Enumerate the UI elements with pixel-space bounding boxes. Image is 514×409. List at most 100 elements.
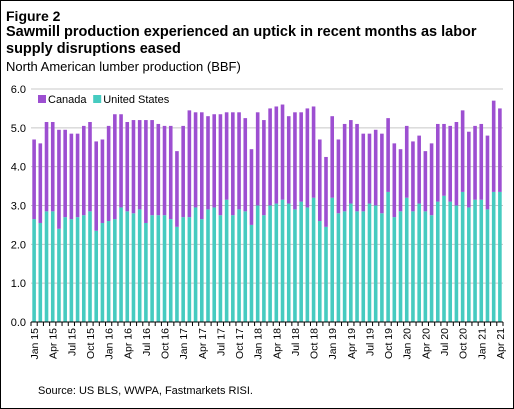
bar-canada (156, 123, 161, 216)
bar-united-states (386, 191, 390, 322)
bar-united-states (467, 207, 471, 322)
x-tick-label: Oct 20 (458, 328, 470, 359)
bar-canada (44, 122, 49, 212)
bar-united-states (32, 219, 36, 322)
bar-united-states (286, 203, 291, 322)
bar-canada (373, 129, 378, 206)
chart-subtitle: North American lumber production (BBF) (6, 59, 241, 74)
bar-canada (299, 112, 303, 202)
bar-canada (255, 112, 260, 206)
bar-united-states (255, 205, 260, 322)
legend-label-united-states: United States (103, 94, 170, 106)
figure-label: Figure 2 (6, 8, 61, 24)
bar-united-states (81, 215, 86, 322)
bar-canada (175, 151, 179, 227)
bar-canada (460, 110, 465, 192)
bar-canada (491, 100, 496, 192)
bar-canada (113, 114, 117, 220)
y-tick-label: 1.0 (11, 278, 26, 290)
x-tick-label: Apr 20 (420, 328, 432, 359)
bar-united-states (392, 217, 397, 322)
bar-canada (81, 125, 86, 216)
x-tick-label: Oct 16 (160, 328, 172, 359)
bar-united-states (69, 219, 74, 322)
bars (32, 100, 502, 322)
bar-canada (193, 112, 198, 208)
bar-united-states (75, 217, 80, 322)
bar-united-states (311, 197, 316, 322)
bar-united-states (460, 191, 465, 322)
x-tick-label: Jul 16 (141, 328, 153, 356)
bar-united-states (317, 221, 322, 322)
bar-canada (286, 116, 291, 204)
bar-united-states (237, 209, 241, 322)
chart-title: Sawmill production experienced an uptick… (6, 24, 477, 57)
bar-united-states (156, 215, 161, 322)
bar-united-states (435, 201, 440, 322)
x-tick-label: Jan 21 (476, 328, 488, 360)
x-tick-label: Apr 21 (495, 328, 507, 359)
bar-canada (342, 123, 347, 212)
legend-label-canada: Canada (48, 94, 87, 106)
bar-canada (32, 139, 36, 220)
bar-canada (199, 112, 204, 220)
bar-united-states (175, 226, 179, 322)
bar-united-states (262, 215, 266, 322)
bar-canada (50, 122, 55, 212)
bar-united-states (44, 211, 49, 322)
bar-canada (131, 120, 136, 214)
y-axis-ticks: 0.0 1.0 2.0 3.0 4.0 5.0 6.0 (11, 84, 26, 329)
y-tick-label: 6.0 (11, 84, 26, 96)
x-tick-label: Jan 18 (253, 328, 265, 360)
bar-united-states (429, 215, 434, 322)
x-tick-label: Jul 15 (66, 328, 78, 356)
bar-united-states (404, 197, 409, 322)
bar-canada (231, 112, 235, 216)
bar-canada (417, 135, 421, 204)
bar-united-states (299, 201, 303, 322)
legend-swatch-united-states (93, 95, 102, 103)
bar-canada (249, 149, 254, 225)
bar-canada (336, 139, 341, 214)
bar-united-states (293, 209, 297, 322)
bar-canada (206, 116, 210, 210)
bar-united-states (411, 211, 415, 322)
bar-canada (467, 131, 471, 208)
bar-united-states (38, 222, 43, 322)
bar-canada (448, 125, 453, 202)
y-tick-label: 4.0 (11, 162, 26, 174)
bar-canada (168, 125, 173, 220)
bar-united-states (342, 211, 347, 322)
bar-united-states (373, 205, 378, 322)
bar-canada (435, 123, 440, 202)
x-axis: Jan 15 Apr 15 Jul 15 Oct 15 Jan 16 Apr 16 Jul … (29, 321, 507, 360)
bar-united-states (473, 199, 477, 322)
bar-canada (94, 141, 99, 231)
bar-united-states (50, 211, 55, 322)
bar-united-states (479, 199, 484, 322)
bar-canada (181, 125, 185, 218)
bar-united-states (144, 222, 148, 322)
bar-canada (212, 114, 217, 208)
y-tick-label: 2.0 (11, 239, 26, 251)
bar-canada (355, 123, 359, 212)
bar-canada (442, 123, 446, 196)
bar-united-states (380, 213, 384, 322)
bar-united-states (454, 205, 459, 322)
bar-united-states (330, 197, 335, 322)
bar-united-states (423, 211, 428, 322)
bar-united-states (137, 209, 142, 322)
bar-canada (423, 151, 428, 212)
bar-united-states (187, 217, 192, 322)
y-tick-label: 3.0 (11, 201, 26, 213)
bar-united-states (305, 207, 310, 322)
x-tick-label: Jan 15 (29, 328, 41, 360)
bar-canada (137, 120, 142, 210)
x-tick-label: Jul 18 (290, 328, 302, 356)
bar-canada (187, 110, 192, 218)
x-tick-label: Apr 17 (197, 328, 209, 359)
y-tick-label: 0.0 (11, 317, 26, 329)
bar-united-states (398, 211, 403, 322)
bar-united-states (168, 219, 173, 322)
bar-united-states (193, 207, 198, 322)
